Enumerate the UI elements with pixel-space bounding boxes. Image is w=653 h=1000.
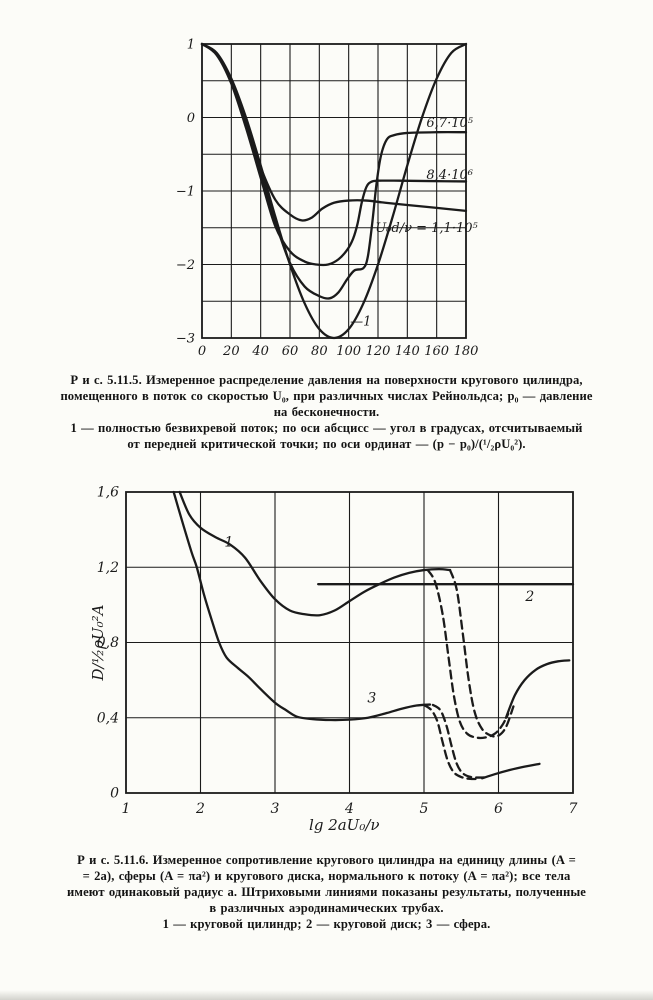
caption-line: 1 — круговой цилиндр; 2 — круговой диск;… bbox=[162, 917, 491, 931]
page-bottom-edge-shadow bbox=[0, 990, 653, 1000]
x-tick-label: 1 bbox=[122, 801, 131, 817]
curve-sphere-drop-b bbox=[431, 703, 490, 779]
x-tick-label: 4 bbox=[344, 801, 354, 817]
y-tick-label: 1,2 bbox=[97, 560, 119, 576]
x-tick-label: 180 bbox=[454, 344, 479, 359]
curve-re-6.7e5 bbox=[200, 42, 468, 300]
pressure-distribution-chart: 0 20 40 60 80 100 120 140 160 180 1 0 −1 −2 −3 6,7·10⁵ 8… bbox=[176, 38, 479, 360]
curve-label: U₀d/ν = 1,1·10⁵ bbox=[375, 221, 478, 236]
curve-cylinder-recovery bbox=[504, 659, 571, 719]
curve-sphere-drop-a bbox=[422, 703, 481, 781]
curve-cylinder-1 bbox=[178, 490, 452, 617]
curve-label: 1 bbox=[224, 535, 233, 551]
caption-line: от передней критической точки; по оси ор… bbox=[127, 437, 526, 451]
y-tick-label: −3 bbox=[176, 332, 195, 347]
x-tick-label: 40 bbox=[251, 344, 269, 359]
curve-label: 3 bbox=[367, 691, 376, 707]
curve-label: 6,7·10⁵ bbox=[426, 116, 473, 131]
y-tick-label: −2 bbox=[176, 258, 195, 273]
x-tick-label: 100 bbox=[336, 344, 361, 359]
caption-line: 1 — полностью безвихревой поток; по оси … bbox=[70, 421, 583, 435]
caption-line: помещенного в поток со скоростью U₀, при… bbox=[60, 389, 593, 403]
x-tick-label: 20 bbox=[222, 344, 240, 359]
y-tick-label: 0,8 bbox=[97, 635, 119, 651]
x-tick-label: 60 bbox=[282, 344, 299, 359]
caption-line: Р и с. 5.11.5. Измеренное распределение … bbox=[70, 373, 583, 387]
curve-label: —1 bbox=[350, 315, 371, 330]
curve-label: 8,4·10⁶ bbox=[426, 168, 473, 183]
x-tick-label: 80 bbox=[311, 344, 328, 359]
curve-sphere-3 bbox=[172, 490, 432, 722]
y-tick-label: 0,4 bbox=[97, 710, 119, 726]
curve-cylinder-drop-b bbox=[448, 568, 515, 738]
x-tick-label: 5 bbox=[420, 801, 429, 817]
y-tick-label: 1 bbox=[187, 38, 195, 53]
x-tick-label: 140 bbox=[395, 344, 420, 359]
y-tick-label: 0 bbox=[110, 786, 119, 802]
curve-cylinder-drop-a bbox=[426, 568, 510, 740]
y-tick-label: −1 bbox=[176, 185, 195, 200]
drag-coefficient-chart: 1 2 3 4 5 6 7 0 0,4 0,8 1,2 1,6 1 2 3 lg 2aU₀/ν D/½ρU₀²A bbox=[89, 485, 578, 835]
caption-line: Р и с. 5.11.6. Измеренное сопротивление … bbox=[77, 853, 576, 867]
x-tick-label: 160 bbox=[424, 344, 449, 359]
figure-5-11-5-caption: Р и с. 5.11.5. Измеренное распределение … bbox=[38, 372, 615, 452]
x-tick-label: 6 bbox=[494, 801, 503, 817]
y-tick-label: 1,6 bbox=[97, 485, 119, 501]
x-tick-label: 120 bbox=[366, 344, 391, 359]
x-tick-label: 3 bbox=[271, 801, 280, 817]
y-tick-label: 0 bbox=[187, 111, 195, 126]
curve-sphere-recovery bbox=[480, 762, 541, 780]
caption-line: имеют одинаковый радиус a. Штриховыми ли… bbox=[67, 885, 586, 899]
x-tick-label: 7 bbox=[569, 801, 578, 817]
caption-line: на бесконечности. bbox=[273, 405, 380, 419]
curve-re-8.4e6 bbox=[200, 42, 468, 267]
x-axis-label: lg 2aU₀/ν bbox=[309, 816, 379, 834]
x-tick-label: 2 bbox=[195, 801, 205, 817]
x-tick-label: 0 bbox=[198, 344, 206, 359]
y-axis-label: D/½ρU₀²A bbox=[89, 604, 107, 681]
curve-label: 2 bbox=[524, 589, 534, 605]
caption-line: = 2a), сферы (A = πa²) и кругового диска… bbox=[82, 869, 571, 883]
curve-irrotational-flow-1 bbox=[200, 42, 468, 340]
caption-line: в различных аэродинамических трубах. bbox=[209, 901, 444, 915]
plot-frame bbox=[125, 491, 574, 794]
figure-5-11-6-caption: Р и с. 5.11.6. Измеренное сопротивление … bbox=[38, 852, 615, 932]
